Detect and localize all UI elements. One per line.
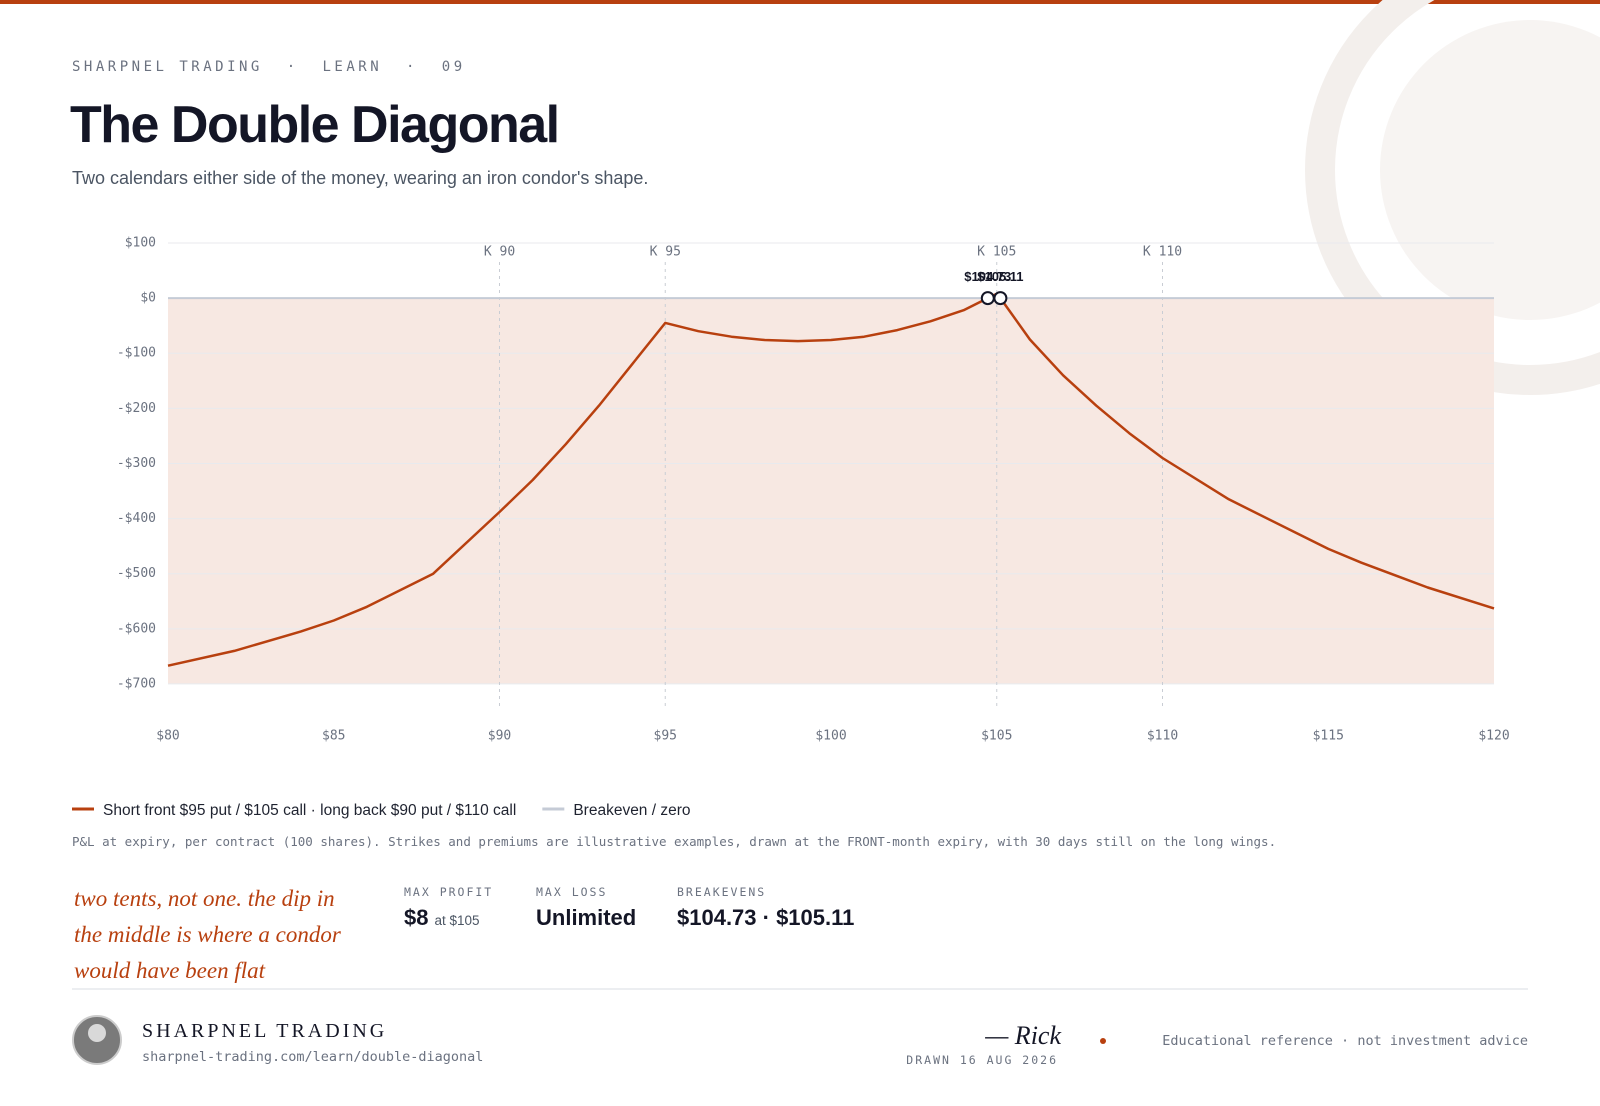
y-tick-label: -$600 [117, 621, 156, 636]
x-tick-label: $110 [1147, 729, 1178, 744]
x-tick-label: $100 [815, 729, 846, 744]
y-tick-label: -$500 [117, 566, 156, 581]
loss-region [168, 298, 1494, 684]
x-tick-label: $90 [488, 729, 511, 744]
plot: $100 $0 -$100 -$200 -$300 -$400 -$500 -$600 -$70… [117, 236, 1510, 744]
strike-label: K 90 [484, 245, 515, 260]
x-tick-label: $105 [981, 729, 1012, 744]
y-tick-label: -$200 [117, 401, 156, 416]
annotation-line: would have been flat [74, 958, 266, 983]
pnl-line [167, 292, 1495, 667]
x-tick-label: $80 [156, 729, 179, 744]
bullet [1100, 1038, 1106, 1044]
breakeven-label: $104.73 [964, 269, 1011, 284]
stat-value: Unlimited [536, 905, 636, 930]
stat-label: MAX LOSS [536, 885, 607, 899]
brand: SHARPNEL TRADING [142, 1020, 387, 1042]
seal [1305, 0, 1600, 395]
x-tick-label: $95 [654, 729, 677, 744]
breakeven-marker [993, 291, 1008, 306]
seal-center [1380, 20, 1600, 320]
kicker: SHARPNEL TRADING · LEARN · 09 [72, 59, 466, 75]
y-tick-label: -$700 [117, 676, 156, 691]
annotation-line: two tents, not one. the dip in [74, 886, 335, 911]
y-tick-label: -$100 [117, 346, 156, 361]
x-tick-label: $115 [1313, 729, 1344, 744]
note: P&L at expiry, per contract (100 shares)… [72, 834, 1276, 849]
breakeven-marker [980, 291, 995, 306]
y-tick-label: $0 [140, 291, 156, 306]
stats: MAX PROFIT $8 at $105 MAX LOSS Unlimited BREA… [404, 885, 854, 930]
stat-value: $104.73 · $105.11 [677, 905, 854, 930]
signature: — Rick [984, 1021, 1061, 1050]
x-tick-label: $120 [1478, 729, 1509, 744]
strike-label: K 95 [650, 245, 681, 260]
y-tick-label: $100 [125, 236, 156, 251]
stat-detail: at $105 [434, 913, 479, 928]
breakeven-label: $105.11 [977, 269, 1023, 284]
stat-label: MAX PROFIT [404, 885, 493, 899]
annotation-line: the middle is where a condor [74, 922, 342, 947]
legend: Short front $95 put / $105 call · long b… [72, 802, 691, 819]
y-tick-label: -$400 [117, 511, 156, 526]
url: sharpnel-trading.com/learn/double-diagon… [142, 1049, 483, 1065]
disclaimer: Educational reference · not investment a… [1162, 1033, 1528, 1049]
strike-label: K 110 [1143, 245, 1182, 260]
drawn-date: DRAWN 16 AUG 2026 [906, 1053, 1058, 1067]
top-bar [0, 0, 1600, 4]
y-tick-label: -$300 [117, 456, 156, 471]
strike-label: K 105 [977, 245, 1016, 260]
stat-label: BREAKEVENS [677, 885, 766, 899]
stat-value: $8 [404, 905, 428, 930]
annotation: two tents, not one. the dip in the middl… [74, 886, 342, 983]
legend-label: Breakeven / zero [573, 802, 690, 819]
x-tick-label: $85 [322, 729, 345, 744]
title: The Double Diagonal [70, 96, 559, 154]
subtitle: Two calendars either side of the money, … [72, 168, 648, 188]
legend-label: Short front $95 put / $105 call · long b… [103, 802, 516, 819]
avatar-head [88, 1024, 106, 1042]
